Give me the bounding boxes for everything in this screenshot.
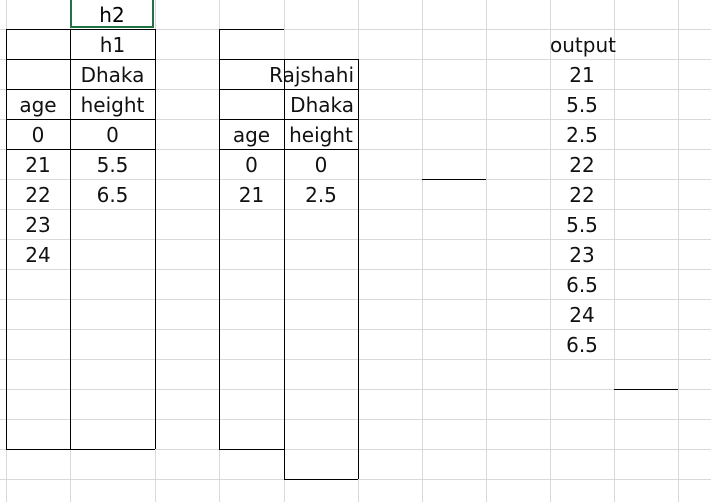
- gridline: [0, 449, 711, 450]
- gridline: [0, 419, 711, 420]
- gridline: [0, 209, 711, 210]
- cell-rajshahi[interactable]: Rajshahi: [269, 63, 354, 87]
- cell-output-value[interactable]: 2.5: [566, 123, 598, 147]
- cell-output-value[interactable]: 6.5: [566, 273, 598, 297]
- selected-cell[interactable]: [70, 0, 154, 28]
- cell-output-value[interactable]: 5.5: [566, 93, 598, 117]
- cell-age-value[interactable]: 0: [31, 123, 45, 147]
- cell-output-value[interactable]: 5.5: [566, 213, 598, 237]
- cell-border: [358, 59, 359, 479]
- gridline: [678, 0, 679, 502]
- cell-output-value[interactable]: 6.5: [566, 333, 598, 357]
- gridline: [0, 329, 711, 330]
- cell-dhaka[interactable]: Dhaka: [290, 93, 354, 117]
- gridline: [0, 359, 711, 360]
- cell-output-value[interactable]: 21: [569, 63, 595, 87]
- gridline: [0, 239, 711, 240]
- cell-border: [70, 29, 71, 449]
- cell-height-value[interactable]: 0: [314, 153, 328, 177]
- cell-dhaka[interactable]: Dhaka: [80, 63, 145, 87]
- cell-border: [422, 179, 486, 180]
- gridline: [614, 0, 615, 502]
- cell-h1[interactable]: h1: [99, 33, 126, 57]
- cell-age-value[interactable]: 22: [25, 183, 51, 207]
- cell-border: [219, 149, 358, 150]
- gridline: [486, 0, 487, 502]
- cell-border: [6, 119, 155, 120]
- cell-border: [6, 29, 155, 30]
- cell-age-value[interactable]: 0: [245, 153, 258, 177]
- cell-border: [155, 29, 156, 449]
- gridline: [550, 0, 551, 502]
- cell-h2[interactable]: h2: [99, 3, 125, 27]
- cell-age-value[interactable]: 21: [25, 153, 51, 177]
- cell-output-value[interactable]: 22: [569, 153, 595, 177]
- cell-border: [6, 449, 155, 450]
- cell-output-value[interactable]: 23: [569, 243, 595, 267]
- cell-border: [219, 119, 358, 120]
- cell-border: [219, 29, 284, 30]
- cell-border: [6, 59, 155, 60]
- cell-height-header[interactable]: height: [289, 123, 353, 147]
- cell-border: [6, 29, 7, 449]
- cell-output-value[interactable]: 24: [569, 303, 595, 327]
- cell-height-value[interactable]: 0: [106, 123, 119, 147]
- cell-border: [219, 59, 358, 60]
- cell-border: [219, 29, 220, 449]
- cell-border: [6, 89, 155, 90]
- cell-border: [219, 89, 358, 90]
- cell-output-value[interactable]: 22: [569, 183, 595, 207]
- gridline: [0, 389, 711, 390]
- cell-border: [6, 149, 155, 150]
- cell-age-value[interactable]: 24: [25, 243, 51, 267]
- cell-height-value[interactable]: 5.5: [96, 153, 129, 177]
- gridline: [0, 179, 711, 180]
- cell-height-header[interactable]: height: [80, 93, 145, 117]
- cell-border: [614, 389, 678, 390]
- cell-age-value[interactable]: 23: [25, 213, 51, 237]
- cell-age-value[interactable]: 21: [238, 183, 265, 207]
- cell-output-header[interactable]: output: [550, 33, 616, 57]
- gridline: [0, 269, 711, 270]
- cell-age-header[interactable]: age: [232, 123, 271, 147]
- gridline: [422, 0, 423, 502]
- cell-height-value[interactable]: 2.5: [305, 183, 337, 207]
- gridline: [0, 29, 711, 30]
- cell-age-header[interactable]: age: [19, 93, 57, 117]
- gridline: [0, 299, 711, 300]
- cell-height-value[interactable]: 6.5: [96, 183, 129, 207]
- cell-border: [219, 449, 284, 450]
- cell-border: [284, 59, 285, 479]
- cell-border: [284, 479, 358, 480]
